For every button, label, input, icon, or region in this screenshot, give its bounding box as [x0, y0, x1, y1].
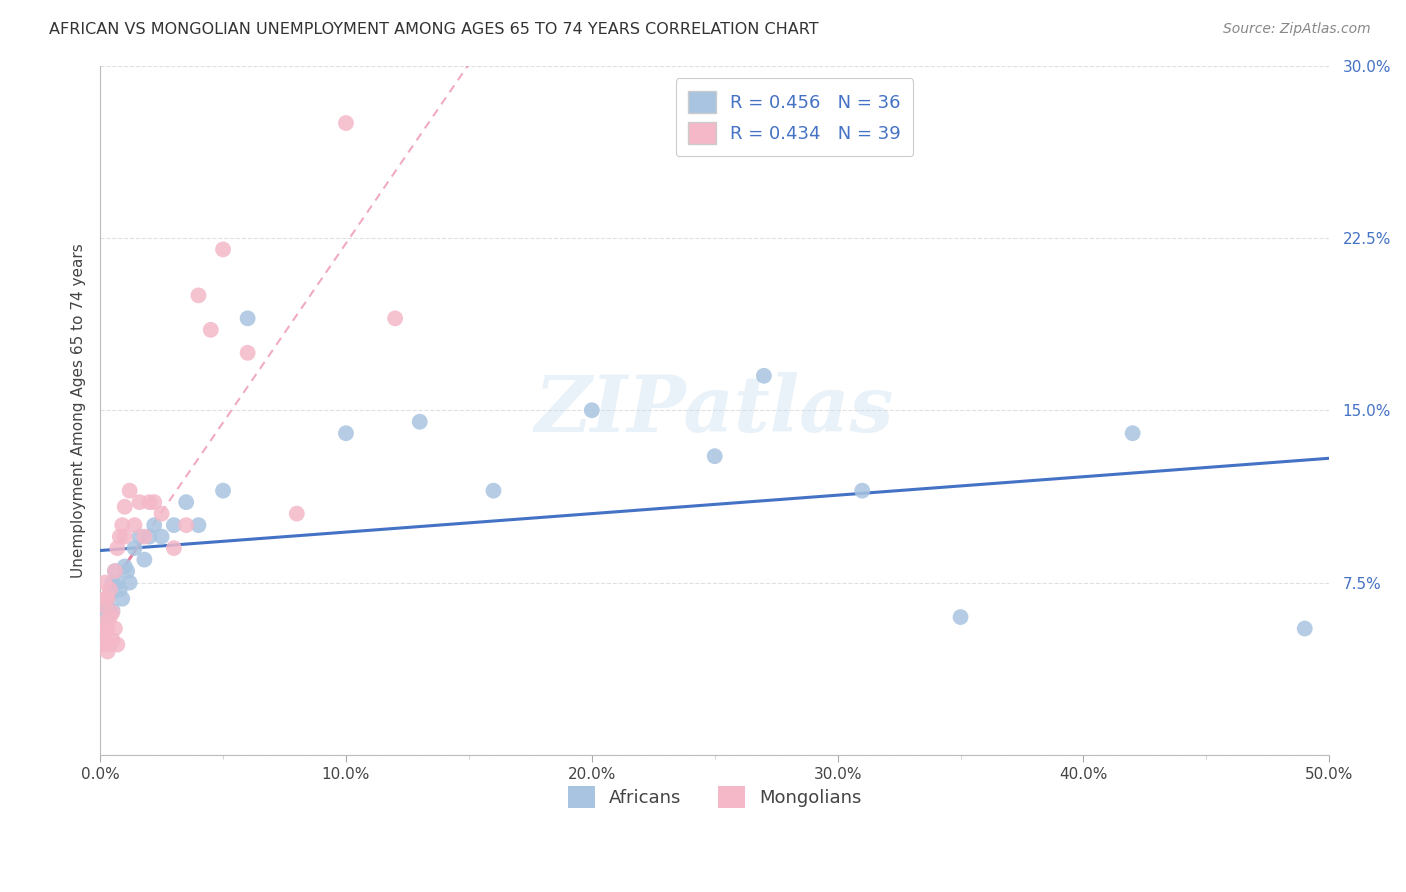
- Text: ZIPatlas: ZIPatlas: [536, 372, 894, 449]
- Point: [851, 483, 873, 498]
- Point: [96, 591, 118, 606]
- Point: [105, 638, 128, 652]
- Point: [134, 530, 156, 544]
- Point: [96, 644, 118, 658]
- Point: [236, 311, 259, 326]
- Point: [98, 638, 121, 652]
- Point: [101, 606, 124, 620]
- Point: [91, 622, 114, 636]
- Point: [409, 415, 432, 429]
- Text: AFRICAN VS MONGOLIAN UNEMPLOYMENT AMONG AGES 65 TO 74 YEARS CORRELATION CHART: AFRICAN VS MONGOLIAN UNEMPLOYMENT AMONG …: [49, 22, 818, 37]
- Point: [482, 483, 505, 498]
- Point: [94, 591, 117, 606]
- Point: [335, 426, 357, 441]
- Point: [94, 633, 117, 648]
- Legend: Africans, Mongolians: Africans, Mongolians: [561, 779, 869, 814]
- Point: [101, 633, 124, 648]
- Point: [94, 575, 117, 590]
- Point: [212, 243, 235, 257]
- Point: [98, 603, 121, 617]
- Point: [98, 582, 121, 597]
- Point: [703, 449, 725, 463]
- Point: [163, 541, 186, 555]
- Point: [143, 518, 166, 533]
- Point: [96, 610, 118, 624]
- Point: [187, 288, 209, 302]
- Point: [212, 483, 235, 498]
- Point: [98, 610, 121, 624]
- Point: [108, 530, 131, 544]
- Point: [949, 610, 972, 624]
- Point: [114, 559, 136, 574]
- Point: [134, 552, 156, 566]
- Point: [118, 575, 141, 590]
- Point: [138, 530, 160, 544]
- Point: [94, 615, 117, 629]
- Point: [187, 518, 209, 533]
- Point: [96, 622, 118, 636]
- Point: [138, 495, 160, 509]
- Point: [91, 638, 114, 652]
- Point: [752, 368, 775, 383]
- Point: [105, 575, 128, 590]
- Point: [200, 323, 222, 337]
- Point: [124, 518, 146, 533]
- Point: [163, 518, 186, 533]
- Point: [114, 530, 136, 544]
- Point: [111, 591, 134, 606]
- Point: [108, 582, 131, 597]
- Point: [96, 591, 118, 606]
- Point: [91, 599, 114, 613]
- Point: [104, 564, 127, 578]
- Point: [104, 622, 127, 636]
- Point: [115, 564, 138, 578]
- Point: [101, 575, 124, 590]
- Point: [118, 483, 141, 498]
- Point: [128, 495, 150, 509]
- Point: [111, 518, 134, 533]
- Point: [335, 116, 357, 130]
- Text: Source: ZipAtlas.com: Source: ZipAtlas.com: [1223, 22, 1371, 37]
- Point: [150, 530, 173, 544]
- Point: [128, 530, 150, 544]
- Point: [174, 495, 197, 509]
- Point: [384, 311, 406, 326]
- Point: [98, 587, 121, 601]
- Point: [1294, 622, 1316, 636]
- Y-axis label: Unemployment Among Ages 65 to 74 years: Unemployment Among Ages 65 to 74 years: [72, 243, 86, 578]
- Point: [150, 507, 173, 521]
- Point: [174, 518, 197, 533]
- Point: [91, 599, 114, 613]
- Point: [114, 500, 136, 514]
- Point: [124, 541, 146, 555]
- Point: [104, 564, 127, 578]
- Point: [581, 403, 603, 417]
- Point: [105, 541, 128, 555]
- Point: [285, 507, 308, 521]
- Point: [143, 495, 166, 509]
- Point: [236, 346, 259, 360]
- Point: [94, 599, 117, 613]
- Point: [101, 603, 124, 617]
- Point: [1122, 426, 1144, 441]
